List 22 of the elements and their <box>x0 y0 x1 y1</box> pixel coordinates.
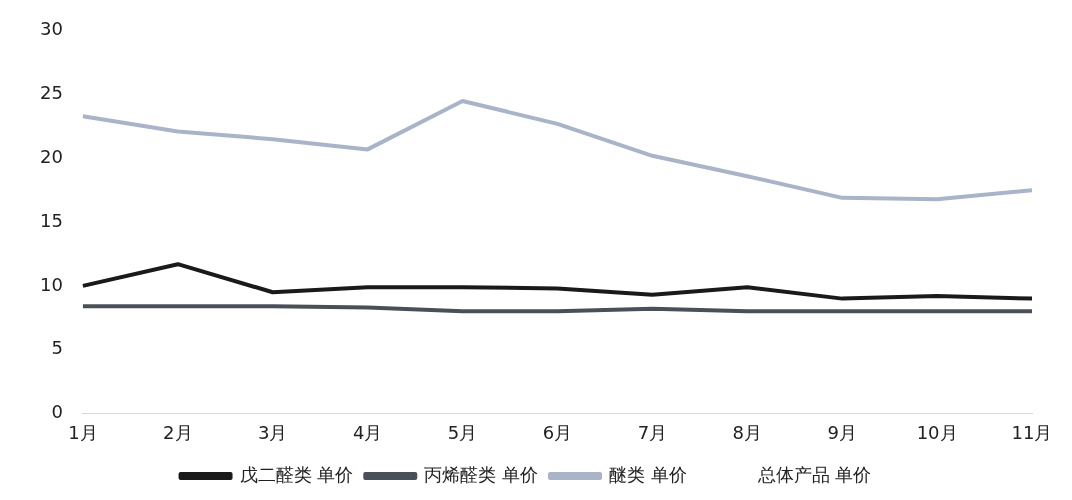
x-tick-label: 3月 <box>258 421 288 443</box>
x-tick-label: 6月 <box>542 421 573 443</box>
x-tick-label: 9月 <box>827 421 857 443</box>
y-tick-label: 15 <box>40 209 63 231</box>
legend-label: 醚类 单价 <box>609 463 687 485</box>
legend-label: 戊二醛类 单价 <box>239 463 354 485</box>
y-tick-label: 0 <box>51 401 63 423</box>
y-tick-label: 25 <box>40 82 63 104</box>
x-tick-label: 8月 <box>732 421 762 443</box>
x-tick-label: 1月 <box>68 421 98 443</box>
x-tick-label: 10月 <box>916 421 958 443</box>
text: 总体产品 单价 <box>756 463 872 485</box>
y-tick-label: 10 <box>40 273 63 295</box>
y-tick-label: 30 <box>40 18 63 40</box>
y-tick-label: 20 <box>40 146 63 168</box>
legend-label: 丙烯醛类 单价 <box>424 463 539 485</box>
x-tick-label: 11月 <box>1011 421 1053 443</box>
x-tick-label: 5月 <box>447 421 478 443</box>
y-tick-label: 5 <box>51 337 63 359</box>
x-tick-label: 7月 <box>637 421 668 443</box>
x-tick-label: 4月 <box>352 421 383 443</box>
x-tick-label: 2月 <box>163 421 193 443</box>
